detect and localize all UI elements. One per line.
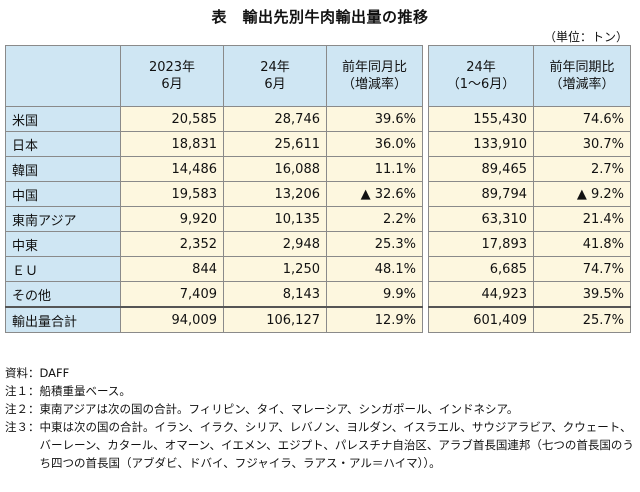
table-row: 中東 2,352 2,948 25.3% 17,893 41.8% (5, 231, 631, 257)
table-cell: 36.0% (326, 131, 423, 157)
table-cell: 155,430 (428, 106, 534, 132)
table-cell: ▲ 32.6% (326, 181, 423, 207)
row-label: 米国 (5, 106, 121, 132)
row-label: ＥＵ (5, 256, 121, 282)
table-cell: 89,794 (428, 181, 534, 207)
table-cell: 28,746 (223, 106, 327, 132)
table-cell: 13,206 (223, 181, 327, 207)
table-cell: 14,486 (120, 156, 224, 182)
note-item: 注２： 東南アジアは次の国の合計。フィリピン、タイ、マレーシア、シンガポール、イン… (5, 400, 635, 418)
table-cell: 41.8% (533, 231, 631, 257)
table-row: 日本 18,831 25,611 36.0% 133,910 30.7% (5, 131, 631, 157)
notes: 資料： DAFF 注１： 船積重量ベース。 注２： 東南アジアは次の国の合計。フィリピン、… (5, 364, 635, 472)
table-cell: 18,831 (120, 131, 224, 157)
table-cell: 2,352 (120, 231, 224, 257)
table-title: 表 輸出先別牛肉輸出量の推移 (211, 8, 429, 26)
export-table: 2023年 6月 24年 6月 前年同月比 （増減率） 24年 （1～6月） 前… (5, 45, 631, 333)
table-cell: 17,893 (428, 231, 534, 257)
table-cell: 133,910 (428, 131, 534, 157)
table-cell: 19,583 (120, 181, 224, 207)
header-2024-jun: 24年 6月 (223, 45, 327, 107)
total-row: 輸出量合計 94,009 106,127 12.9% 601,409 25.7% (5, 306, 631, 333)
row-label: 輸出量合計 (5, 306, 121, 333)
row-label: 日本 (5, 131, 121, 157)
table-cell: 2,948 (223, 231, 327, 257)
table-cell: 39.5% (533, 281, 631, 308)
table-cell: 1,250 (223, 256, 327, 282)
table-cell: 25.3% (326, 231, 423, 257)
table-cell: 6,685 (428, 256, 534, 282)
table-row: 東南アジア 9,920 10,135 2.2% 63,310 21.4% (5, 206, 631, 232)
row-label: 韓国 (5, 156, 121, 182)
header-2024-jan-jun: 24年 （1～6月） (428, 45, 534, 107)
table-cell: 11.1% (326, 156, 423, 182)
table-cell: 25.7% (533, 306, 631, 333)
table-cell: 44,923 (428, 281, 534, 308)
table-cell: 94,009 (120, 306, 224, 333)
table-row: ＥＵ 844 1,250 48.1% 6,685 74.7% (5, 256, 631, 282)
note-item: 資料： DAFF (5, 364, 635, 382)
table-row: 韓国 14,486 16,088 11.1% 89,465 2.7% (5, 156, 631, 182)
row-label: 中東 (5, 231, 121, 257)
table-cell: 10,135 (223, 206, 327, 232)
table-cell: 63,310 (428, 206, 534, 232)
table-row: 米国 20,585 28,746 39.6% 155,430 74.6% (5, 106, 631, 132)
table-cell: 16,088 (223, 156, 327, 182)
table-cell: 601,409 (428, 306, 534, 333)
table-cell: 89,465 (428, 156, 534, 182)
table-row: 中国 19,583 13,206 ▲ 32.6% 89,794 ▲ 9.2% (5, 181, 631, 207)
table-cell: 39.6% (326, 106, 423, 132)
table-cell: ▲ 9.2% (533, 181, 631, 207)
note-text: 東南アジアは次の国の合計。フィリピン、タイ、マレーシア、シンガポール、インドネシ… (39, 402, 519, 416)
row-label: 東南アジア (5, 206, 121, 232)
table-cell: 9.9% (326, 281, 423, 308)
header-yoy-month: 前年同月比 （増減率） (326, 45, 423, 107)
table-cell: 9,920 (120, 206, 224, 232)
table-cell: 2.2% (326, 206, 423, 232)
note-text: DAFF (39, 366, 70, 380)
note-text: 中東は次の国の合計。イラン、イラク、シリア、レバノン、ヨルダン、イスラエル、サウ… (39, 420, 634, 470)
table-cell: 844 (120, 256, 224, 282)
header-row: 2023年 6月 24年 6月 前年同月比 （増減率） 24年 （1～6月） 前… (5, 45, 631, 107)
table-row: その他 7,409 8,143 9.9% 44,923 39.5% (5, 281, 631, 308)
note-key: 注３： (5, 420, 40, 434)
row-label: 中国 (5, 181, 121, 207)
note-key: 注２： (5, 402, 40, 416)
table-cell: 21.4% (533, 206, 631, 232)
table-cell: 8,143 (223, 281, 327, 308)
unit-label: （単位：トン） (543, 30, 628, 44)
table-cell: 74.7% (533, 256, 631, 282)
note-key: 注１： (5, 384, 40, 398)
table-cell: 106,127 (223, 306, 327, 333)
table-cell: 12.9% (326, 306, 423, 333)
table-cell: 7,409 (120, 281, 224, 308)
note-text: 船積重量ベース。 (39, 384, 131, 398)
header-corner (5, 45, 121, 107)
table-cell: 48.1% (326, 256, 423, 282)
note-item: 注１： 船積重量ベース。 (5, 382, 635, 400)
header-yoy-period: 前年同期比 （増減率） (533, 45, 631, 107)
note-key: 資料： (5, 366, 40, 380)
table-cell: 2.7% (533, 156, 631, 182)
row-label: その他 (5, 281, 121, 308)
table-cell: 30.7% (533, 131, 631, 157)
table-cell: 20,585 (120, 106, 224, 132)
note-item: 注３： 中東は次の国の合計。イラン、イラク、シリア、レバノン、ヨルダン、イスラエル… (5, 418, 635, 472)
table-cell: 25,611 (223, 131, 327, 157)
header-2023-jun: 2023年 6月 (120, 45, 224, 107)
table-cell: 74.6% (533, 106, 631, 132)
